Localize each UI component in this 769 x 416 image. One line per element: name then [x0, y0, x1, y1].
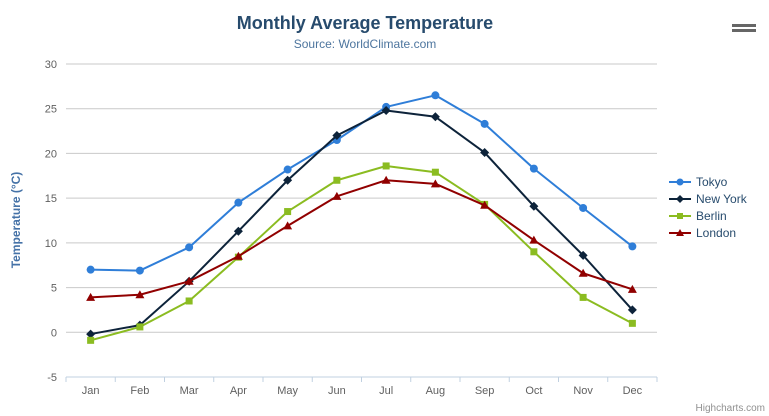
marker-triangle[interactable]: [627, 284, 637, 293]
marker-square[interactable]: [185, 297, 193, 305]
marker-square[interactable]: [284, 208, 292, 216]
x-axis-label: Nov: [573, 385, 593, 397]
marker-circle[interactable]: [185, 243, 194, 252]
legend-symbol-square: [669, 213, 691, 219]
series-london: [86, 175, 637, 301]
chart-title: Monthly Average Temperature: [236, 13, 494, 33]
marker-circle[interactable]: [283, 165, 292, 174]
x-axis-label: Oct: [525, 385, 542, 397]
series-tokyo: [86, 91, 637, 275]
marker-triangle[interactable]: [184, 276, 194, 285]
x-axis-label: Sep: [475, 385, 495, 397]
marker-circle[interactable]: [628, 242, 637, 251]
marker-square[interactable]: [382, 162, 390, 170]
series-new-york: [86, 106, 637, 339]
x-axis-label: Apr: [230, 385, 247, 397]
series-line: [89, 109, 634, 336]
marker-triangle[interactable]: [135, 290, 145, 299]
marker-circle[interactable]: [431, 91, 440, 100]
legend-symbol-circle: [669, 178, 691, 186]
marker-circle[interactable]: [135, 266, 144, 275]
marker-triangle[interactable]: [529, 235, 539, 244]
marker-square[interactable]: [431, 168, 439, 176]
marker-square[interactable]: [677, 213, 683, 219]
y-axis-label: 5: [51, 283, 57, 295]
marker-diamond[interactable]: [627, 305, 637, 315]
y-axis-label: 25: [45, 104, 57, 116]
marker-circle[interactable]: [579, 203, 588, 212]
x-axis-label: Dec: [623, 385, 643, 397]
x-axis-label: May: [277, 385, 298, 397]
y-axis-label: 20: [45, 148, 57, 160]
legend-label: New York: [696, 192, 747, 206]
marker-circle[interactable]: [234, 198, 243, 207]
marker-triangle[interactable]: [578, 268, 588, 277]
marker-triangle[interactable]: [676, 229, 684, 236]
marker-square[interactable]: [579, 293, 587, 301]
context-menu-button[interactable]: [732, 21, 756, 36]
marker-triangle[interactable]: [86, 292, 96, 301]
y-axis-label: 10: [45, 238, 57, 250]
x-axis-label: Jun: [328, 385, 346, 397]
legend-item-london[interactable]: London: [669, 227, 747, 239]
legend-item-berlin[interactable]: Berlin: [669, 210, 747, 222]
series-line: [89, 94, 634, 272]
marker-triangle[interactable]: [480, 200, 490, 209]
series-line: [89, 164, 634, 342]
marker-square[interactable]: [136, 323, 144, 331]
y-axis-label: 15: [45, 193, 57, 205]
marker-square[interactable]: [87, 336, 95, 344]
credits-link[interactable]: Highcharts.com: [695, 403, 765, 414]
y-axis-label: 0: [51, 327, 57, 339]
marker-diamond[interactable]: [233, 226, 243, 236]
legend-label: London: [696, 226, 737, 240]
marker-circle[interactable]: [676, 178, 684, 186]
marker-triangle[interactable]: [332, 191, 342, 200]
marker-circle[interactable]: [480, 119, 489, 128]
hamburger-icon: [732, 23, 756, 32]
marker-square[interactable]: [628, 319, 636, 327]
marker-triangle[interactable]: [430, 179, 440, 188]
legend-item-tokyo[interactable]: Tokyo: [669, 176, 747, 188]
marker-diamond[interactable]: [578, 250, 588, 260]
legend-symbol-triangle: [669, 229, 691, 236]
marker-diamond[interactable]: [430, 112, 440, 122]
marker-square[interactable]: [333, 176, 341, 184]
legend-item-new-york[interactable]: New York: [669, 193, 747, 205]
marker-diamond[interactable]: [381, 106, 391, 116]
legend-label: Tokyo: [696, 175, 728, 189]
y-axis-title: Temperature (°C): [9, 172, 23, 269]
marker-diamond[interactable]: [529, 201, 539, 211]
x-axis-label: Aug: [426, 385, 446, 397]
series-line: [89, 179, 634, 299]
x-axis-label: Feb: [130, 385, 149, 397]
marker-circle[interactable]: [86, 265, 95, 274]
legend-symbol-diamond: [669, 195, 691, 203]
legend-label: Berlin: [696, 209, 727, 223]
y-axis-label: -5: [47, 372, 57, 384]
marker-diamond[interactable]: [86, 329, 96, 339]
y-axis-label: 30: [45, 59, 57, 71]
marker-triangle[interactable]: [381, 175, 391, 184]
marker-triangle[interactable]: [233, 251, 243, 260]
x-axis-label: Mar: [180, 385, 199, 397]
marker-diamond[interactable]: [676, 195, 684, 203]
chart-subtitle: Source: WorldClimate.com: [293, 37, 437, 51]
marker-circle[interactable]: [529, 164, 538, 173]
marker-square[interactable]: [530, 248, 538, 256]
marker-diamond[interactable]: [480, 148, 490, 158]
legend: Tokyo New York Berlin London: [669, 176, 747, 239]
x-axis-label: Jan: [82, 385, 100, 397]
marker-diamond[interactable]: [332, 131, 342, 141]
marker-triangle[interactable]: [283, 221, 293, 230]
x-axis-label: Jul: [379, 385, 393, 397]
marker-diamond[interactable]: [283, 175, 293, 185]
